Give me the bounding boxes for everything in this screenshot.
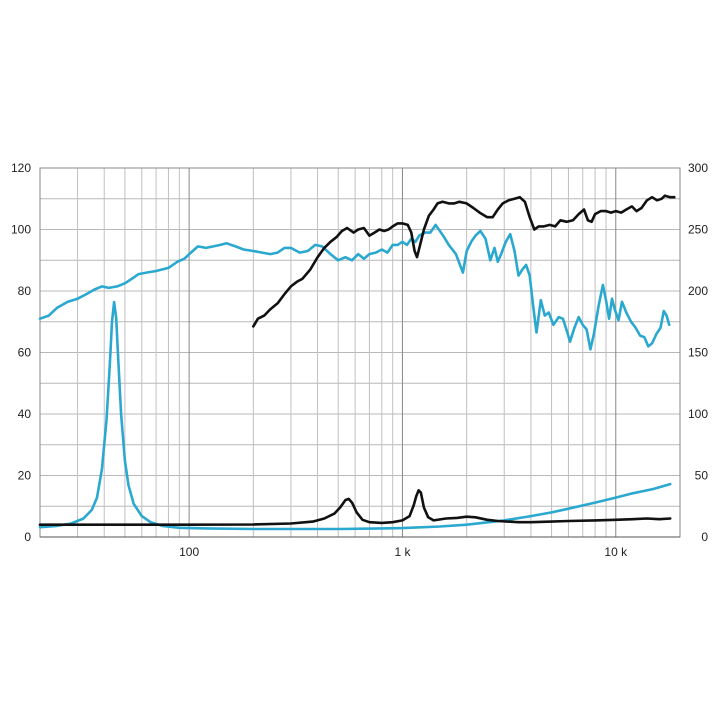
y-right-tick-label: 300: [688, 161, 708, 175]
grid: [39, 167, 681, 538]
y-right-tick-label: 0: [701, 530, 708, 544]
y-right-tick-label: 50: [695, 469, 709, 483]
axes: 0 20 40 60 80 100 120 0 50 100 150 200 250 300 100 1 k 1…: [11, 161, 708, 559]
y-left-tick-label: 40: [18, 407, 32, 421]
y-left-tick-label: 20: [18, 469, 32, 483]
y-left-tick-label: 80: [18, 284, 32, 298]
series-line-1: [38, 223, 671, 351]
x-tick-label: 1 k: [394, 545, 411, 559]
series-line-4: [38, 488, 672, 527]
y-left-tick-label: 60: [18, 346, 32, 360]
y-right-tick-label: 250: [688, 223, 708, 237]
y-left-tick-label: 100: [11, 223, 31, 237]
y-right-tick-label: 150: [688, 346, 708, 360]
y-right-tick-label: 100: [688, 407, 708, 421]
y-right-tick-label: 200: [688, 284, 708, 298]
series-group: [38, 194, 676, 531]
y-left-tick-label: 0: [24, 530, 31, 544]
x-tick-label: 100: [179, 545, 199, 559]
y-left-tick-label: 120: [11, 161, 31, 175]
series-line-2: [252, 194, 676, 328]
x-tick-label: 10 k: [604, 545, 628, 559]
